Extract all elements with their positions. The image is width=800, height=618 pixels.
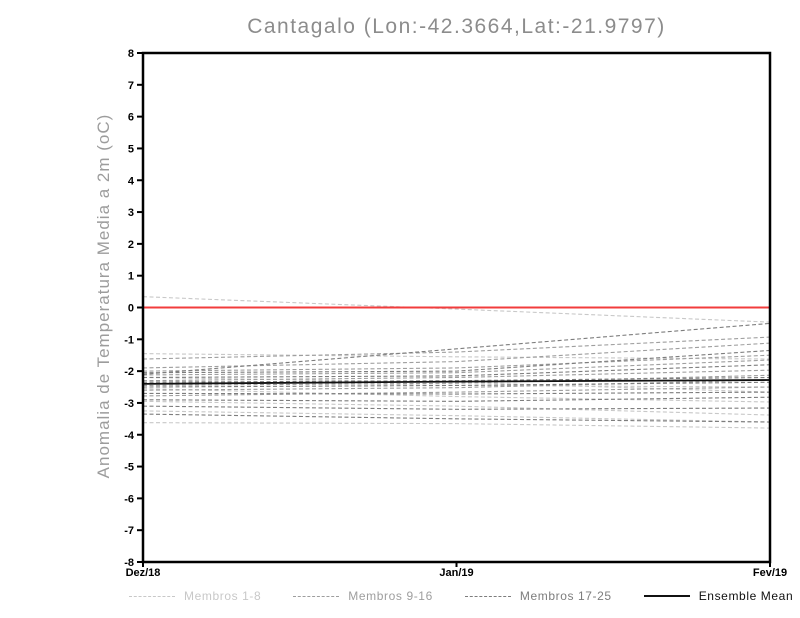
svg-text:7: 7 [128,80,134,92]
svg-text:-2: -2 [124,366,134,378]
chart-title: Cantagalo (Lon:-42.3664,Lat:-21.9797) [247,15,666,38]
svg-text:1: 1 [128,271,134,283]
svg-text:2: 2 [128,239,134,251]
legend-item: Ensemble Mean [643,589,794,603]
svg-text:Fev/19: Fev/19 [753,567,787,579]
svg-text:Jan/19: Jan/19 [439,567,473,579]
svg-text:4: 4 [128,175,135,187]
svg-text:8: 8 [128,48,134,60]
legend-item-label: Ensemble Mean [698,589,794,603]
legend-item-label: Membros 1-8 [184,589,262,603]
svg-text:-6: -6 [124,493,134,505]
svg-text:-3: -3 [124,398,134,410]
legend-line-sample [464,595,511,597]
svg-text:3: 3 [128,207,134,219]
legend-line-sample [643,595,690,597]
legend-item: Membros 1-8 [129,589,261,603]
svg-text:-8: -8 [124,557,134,569]
svg-text:6: 6 [128,112,134,124]
svg-text:Dez/18: Dez/18 [126,567,161,579]
legend-item-label: Membros 17-25 [519,589,612,603]
svg-text:5: 5 [128,143,134,155]
legend-item: Membros 9-16 [293,589,433,603]
svg-text:-4: -4 [124,430,135,442]
svg-text:-7: -7 [124,525,134,537]
svg-text:0: 0 [128,303,134,315]
legend-item: Membros 17-25 [464,589,612,603]
svg-text:-1: -1 [124,334,134,346]
svg-text:-5: -5 [124,462,134,474]
legend-line-sample [293,595,340,597]
legend-line-sample [129,595,175,597]
legend-item-label: Membros 9-16 [348,589,433,603]
chart-legend: Membros 1-8 Membros 9-16 Membros 17-25 Ense… [129,589,793,603]
